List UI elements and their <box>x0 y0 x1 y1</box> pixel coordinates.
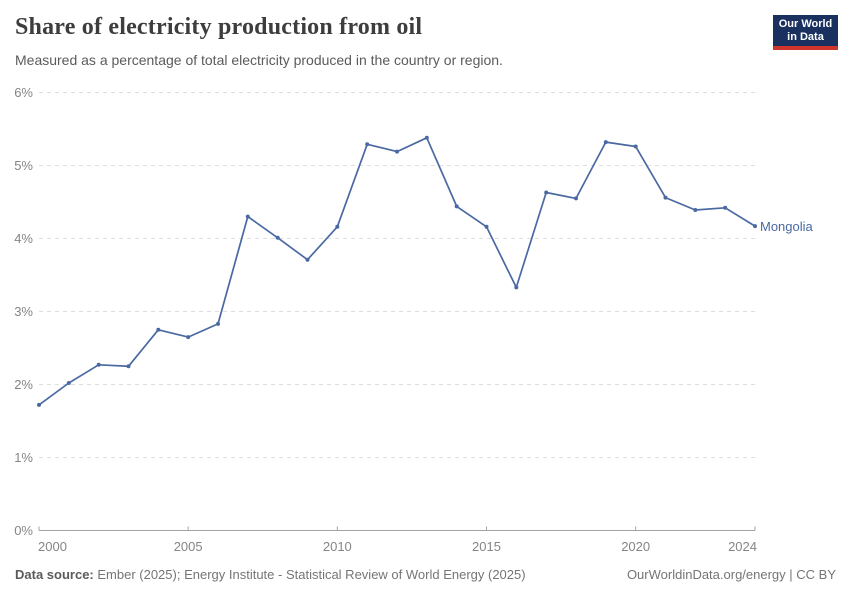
series-label-mongolia[interactable]: Mongolia <box>760 219 813 234</box>
data-point-2020[interactable] <box>633 144 638 149</box>
data-point-2006[interactable] <box>216 321 220 326</box>
y-axis-tick-label: 6% <box>14 85 33 100</box>
data-source-label: Data source: <box>15 567 94 582</box>
x-axis-tick-label: 2024 <box>728 539 757 554</box>
data-point-2002[interactable] <box>96 362 101 367</box>
data-point-2021[interactable] <box>663 195 668 200</box>
owid-logo-line1: Our World <box>778 17 833 30</box>
data-source-text: Ember (2025); Energy Institute - Statist… <box>93 567 526 582</box>
x-axis-tick-label: 2005 <box>174 539 203 554</box>
y-axis-tick-label: 3% <box>14 304 33 319</box>
data-point-2019[interactable] <box>603 140 608 145</box>
y-axis-tick-label: 4% <box>14 231 33 246</box>
data-point-2017[interactable] <box>544 190 549 195</box>
series-line-mongolia[interactable] <box>38 136 756 406</box>
data-source-note: Data source: Ember (2025); Energy Instit… <box>15 567 526 582</box>
chart-subtitle: Measured as a percentage of total electr… <box>15 52 503 68</box>
data-point-2015[interactable] <box>484 224 489 229</box>
x-axis-tick-label: 2020 <box>621 539 650 554</box>
data-point-2005[interactable] <box>186 335 191 340</box>
footer-credit-link[interactable]: OurWorldinData.org/energy | CC BY <box>626 567 836 582</box>
owid-logo-line2: in Data <box>787 30 824 43</box>
data-point-2010[interactable] <box>335 224 340 229</box>
data-point-2003[interactable] <box>126 364 131 369</box>
data-point-2023[interactable] <box>723 205 728 210</box>
data-point-2001[interactable] <box>66 381 71 385</box>
data-point-2013[interactable] <box>424 135 429 140</box>
data-point-2004[interactable] <box>156 327 161 332</box>
x-axis-tick-label: 2010 <box>323 539 352 554</box>
data-point-2000[interactable] <box>37 402 41 407</box>
y-axis-tick-label: 5% <box>14 158 33 173</box>
data-point-2009[interactable] <box>305 257 310 262</box>
y-axis-tick-label: 2% <box>14 377 33 392</box>
data-point-2022[interactable] <box>693 208 698 212</box>
data-point-2018[interactable] <box>574 196 578 201</box>
owid-logo[interactable]: Our World in Data <box>773 15 838 50</box>
data-point-2016[interactable] <box>514 285 519 290</box>
y-axis-tick-label: 1% <box>14 450 33 465</box>
y-axis-tick-label: 0% <box>14 523 33 538</box>
data-point-2011[interactable] <box>365 142 370 147</box>
page-title: Share of electricity production from oil <box>15 14 423 40</box>
data-point-2014[interactable] <box>454 204 459 209</box>
data-point-2012[interactable] <box>395 149 399 154</box>
data-point-2008[interactable] <box>275 235 280 240</box>
data-point-2007[interactable] <box>245 214 250 219</box>
data-point-2024[interactable] <box>753 224 757 229</box>
x-axis-tick-label: 2000 <box>38 539 67 554</box>
x-axis-tick-label: 2015 <box>472 539 501 554</box>
